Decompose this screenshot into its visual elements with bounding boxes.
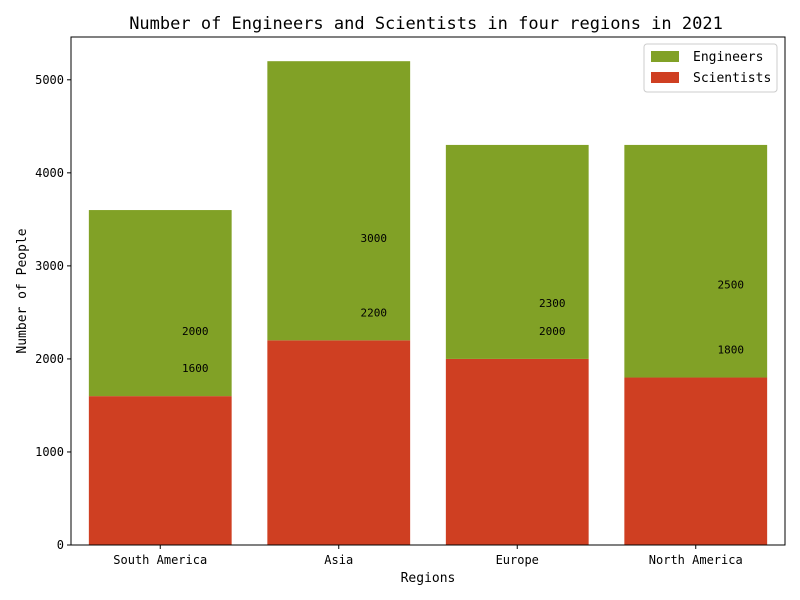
y-tick-label-4000: 4000 (35, 166, 64, 180)
data-label-scientists-south-america: 1600 (182, 362, 209, 375)
legend: Engineers Scientists (643, 43, 778, 93)
y-tick-label-1000: 1000 (35, 445, 64, 459)
y-axis: 0 1000 2000 3000 4000 5000 (35, 73, 71, 552)
bar-engineers-asia (267, 61, 411, 341)
data-label-engineers-asia: 3000 (361, 232, 388, 245)
y-tick-label-3000: 3000 (35, 259, 64, 273)
bar-scientists-south-america (88, 396, 232, 545)
data-label-engineers-europe: 2300 (539, 297, 566, 310)
bar-scientists-north-america (624, 377, 768, 545)
y-tick-label-5000: 5000 (35, 73, 64, 87)
data-label-scientists-north-america: 1800 (718, 344, 745, 357)
y-tick-label-0: 0 (57, 538, 64, 552)
bar-scientists-asia (267, 340, 411, 545)
x-axis-label: Regions (401, 571, 456, 586)
y-tick-label-2000: 2000 (35, 352, 64, 366)
bar-scientists-europe (445, 358, 589, 545)
data-label-scientists-europe: 2000 (539, 325, 566, 338)
legend-label-engineers: Engineers (693, 50, 763, 65)
data-label-scientists-asia: 2200 (361, 306, 388, 319)
x-tick-label-europe: Europe (496, 553, 539, 567)
legend-swatch-engineers (651, 51, 679, 62)
legend-label-scientists: Scientists (693, 71, 771, 86)
legend-swatch-scientists (651, 72, 679, 83)
plot-frame (70, 36, 786, 546)
x-tick-label-south-america: South America (113, 553, 207, 567)
bar-engineers-south-america (88, 210, 232, 397)
y-axis-label: Number of People (15, 228, 30, 353)
chart-title: Number of Engineers and Scientists in fo… (129, 14, 723, 34)
x-tick-label-asia: Asia (324, 553, 353, 567)
data-label-engineers-south-america: 2000 (182, 325, 209, 338)
plot-area: 1600 2000 2200 3000 2000 2300 1800 2500 (88, 61, 768, 545)
bar-engineers-europe (445, 144, 589, 359)
x-axis: South America Asia Europe North America (113, 545, 743, 567)
data-label-engineers-north-america: 2500 (718, 278, 745, 291)
bar-engineers-north-america (624, 144, 768, 378)
x-tick-label-north-america: North America (649, 553, 743, 567)
